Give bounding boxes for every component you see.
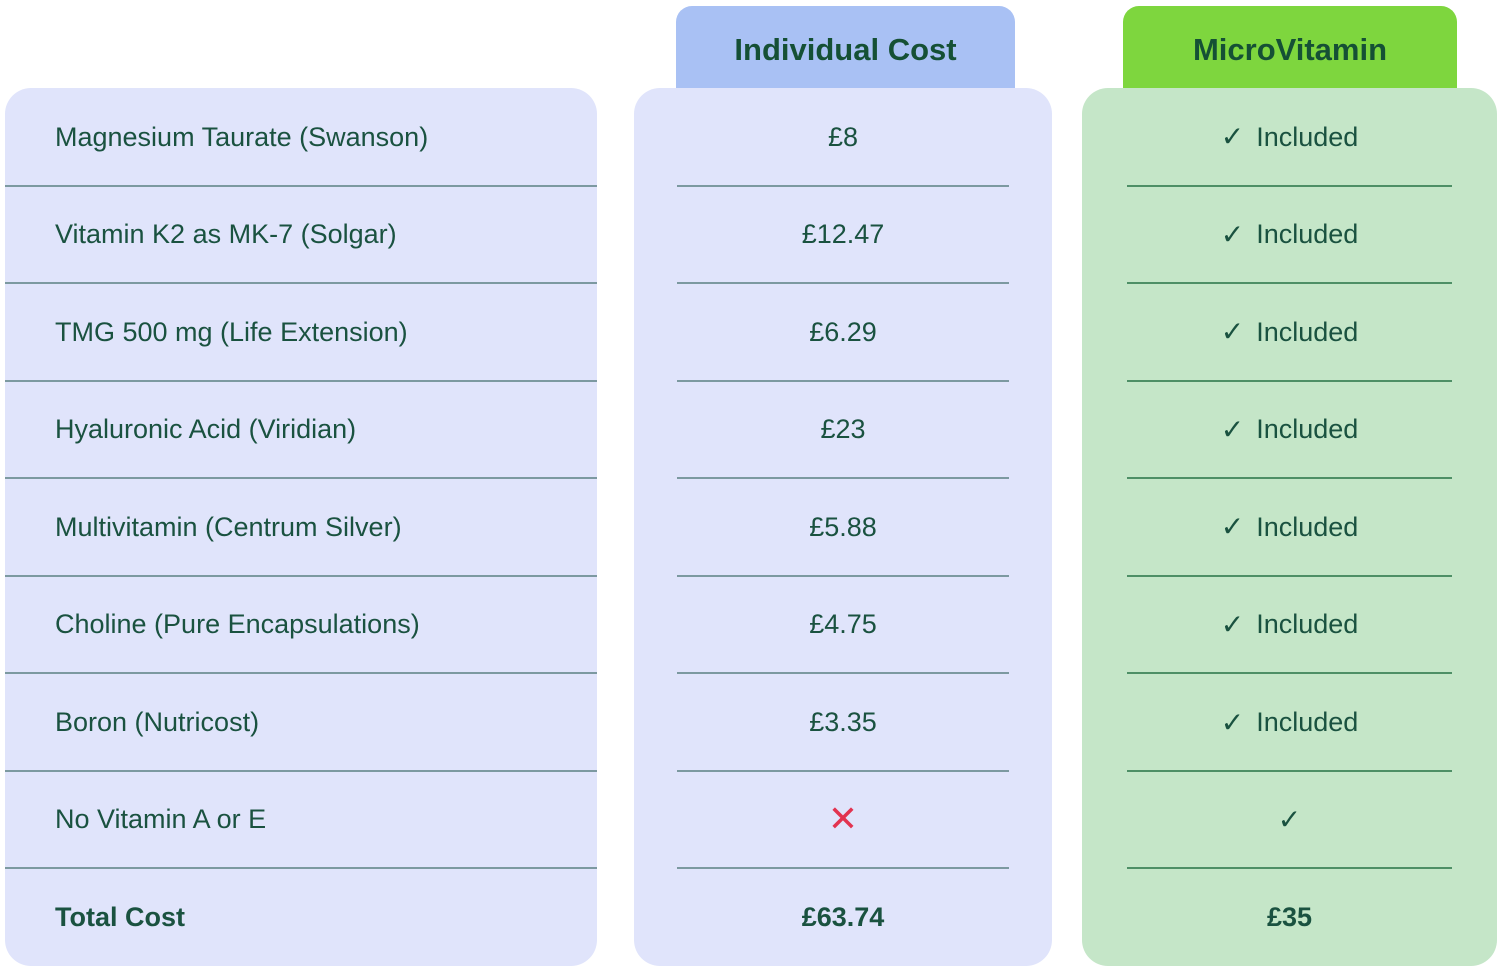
supplement-label: Vitamin K2 as MK-7 (Solgar) (55, 219, 397, 250)
supplement-label: Multivitamin (Centrum Silver) (55, 511, 402, 542)
microvitamin-column: ✓ Included ✓ Included ✓ Included ✓ Included … (1082, 88, 1497, 966)
individual-cost-value: £8 (827, 121, 859, 152)
table-row: ✓ Included (1082, 673, 1497, 772)
individual-cost-value: £4.75 (809, 609, 877, 640)
table-row: ✓ (1082, 771, 1497, 869)
included-label: Included (1256, 316, 1359, 347)
supplement-label: Magnesium Taurate (Swanson) (55, 121, 429, 152)
total-cost-label: Total Cost (55, 902, 185, 933)
included-label: Included (1256, 219, 1359, 250)
check-icon: ✓ (1220, 217, 1245, 251)
individual-cost-value: £3.35 (809, 706, 877, 737)
table-row: ✓ Included (1082, 478, 1497, 577)
table-row: ✓ Included (1082, 381, 1497, 479)
table-row: £3.35 (634, 673, 1052, 772)
table-row: ✓ Included (1082, 88, 1497, 187)
table-row: £4.75 (634, 576, 1052, 674)
table-row: Choline (Pure Encapsulations) (5, 576, 597, 674)
table-row: ✓ Included (1082, 283, 1497, 382)
individual-cost-header-label: Individual Cost (734, 31, 957, 67)
individual-cost-value: £5.88 (809, 511, 877, 542)
individual-cost-value: £23 (820, 414, 866, 445)
table-row-total: £63.74 (634, 868, 1052, 966)
individual-cost-header: Individual Cost (676, 6, 1015, 93)
table-row: ✕ (634, 771, 1052, 869)
supplement-label: TMG 500 mg (Life Extension) (55, 316, 408, 347)
individual-cost-column: £8 £12.47 £6.29 £23 £5.88 £4.75 £3.35 ✕ … (634, 88, 1052, 966)
microvitamin-total-cost-value: £35 (1266, 902, 1313, 933)
included-label: Included (1256, 121, 1359, 152)
table-row: £5.88 (634, 478, 1052, 577)
check-icon: ✓ (1220, 608, 1245, 642)
individual-total-cost-value: £63.74 (801, 902, 885, 933)
table-row: £6.29 (634, 283, 1052, 382)
table-row: Boron (Nutricost) (5, 673, 597, 772)
supplement-label: No Vitamin A or E (55, 804, 267, 835)
microvitamin-header-label: MicroVitamin (1192, 31, 1388, 67)
table-row: Vitamin K2 as MK-7 (Solgar) (5, 186, 597, 284)
table-row: ✓ Included (1082, 576, 1497, 674)
check-icon: ✓ (1220, 120, 1245, 154)
microvitamin-header: MicroVitamin (1123, 6, 1457, 93)
check-icon: ✓ (1220, 510, 1245, 544)
table-row: No Vitamin A or E (5, 771, 597, 869)
individual-cost-value: £12.47 (801, 219, 885, 250)
table-row: Magnesium Taurate (Swanson) (5, 88, 597, 187)
table-row: Multivitamin (Centrum Silver) (5, 478, 597, 577)
table-row: TMG 500 mg (Life Extension) (5, 283, 597, 382)
supplement-label: Hyaluronic Acid (Viridian) (55, 414, 357, 445)
check-icon: ✓ (1220, 412, 1245, 446)
table-row: ✓ Included (1082, 186, 1497, 284)
supplement-label: Boron (Nutricost) (55, 706, 260, 737)
supplement-label: Choline (Pure Encapsulations) (55, 609, 420, 640)
included-label: Included (1256, 511, 1359, 542)
included-label: Included (1256, 414, 1359, 445)
table-row: £12.47 (634, 186, 1052, 284)
check-icon: ✓ (1277, 803, 1302, 837)
table-row: £8 (634, 88, 1052, 187)
table-row: £23 (634, 381, 1052, 479)
table-row: Hyaluronic Acid (Viridian) (5, 381, 597, 479)
cross-icon: ✕ (827, 799, 859, 841)
supplement-name-column: Magnesium Taurate (Swanson) Vitamin K2 a… (5, 88, 597, 966)
check-icon: ✓ (1220, 705, 1245, 739)
individual-cost-value: £6.29 (809, 316, 877, 347)
included-label: Included (1256, 609, 1359, 640)
table-row-total: £35 (1082, 868, 1497, 966)
check-icon: ✓ (1220, 315, 1245, 349)
included-label: Included (1256, 706, 1359, 737)
table-row-total: Total Cost (5, 868, 597, 966)
